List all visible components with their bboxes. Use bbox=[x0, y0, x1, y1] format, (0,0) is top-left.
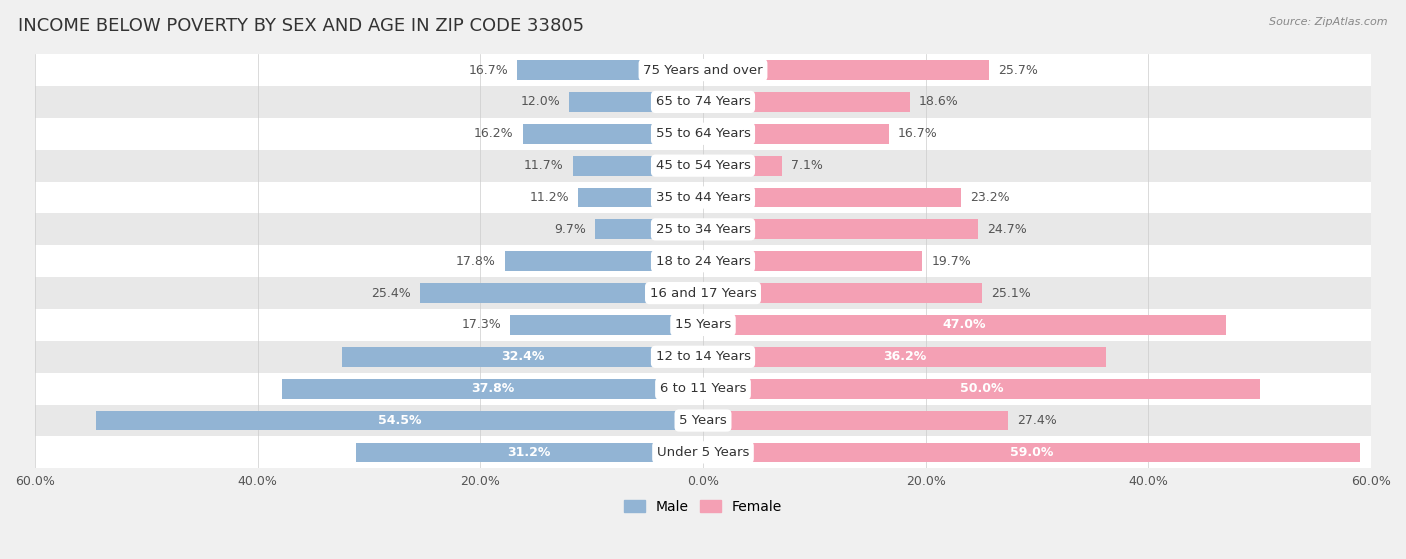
Text: 16 and 17 Years: 16 and 17 Years bbox=[650, 287, 756, 300]
Text: 65 to 74 Years: 65 to 74 Years bbox=[655, 96, 751, 108]
Bar bbox=[35, 341, 1371, 373]
Bar bbox=[703, 379, 1260, 399]
Text: INCOME BELOW POVERTY BY SEX AND AGE IN ZIP CODE 33805: INCOME BELOW POVERTY BY SEX AND AGE IN Z… bbox=[18, 17, 585, 35]
Text: 32.4%: 32.4% bbox=[501, 350, 544, 363]
Text: 35 to 44 Years: 35 to 44 Years bbox=[655, 191, 751, 204]
Bar bbox=[356, 443, 703, 462]
Text: 23.2%: 23.2% bbox=[970, 191, 1010, 204]
Bar bbox=[505, 252, 703, 271]
Text: 12 to 14 Years: 12 to 14 Years bbox=[655, 350, 751, 363]
Text: 16.7%: 16.7% bbox=[898, 127, 938, 140]
Bar bbox=[703, 252, 922, 271]
Bar bbox=[703, 283, 983, 303]
Text: 12.0%: 12.0% bbox=[520, 96, 561, 108]
Text: 7.1%: 7.1% bbox=[792, 159, 823, 172]
Bar bbox=[283, 379, 703, 399]
Text: 31.2%: 31.2% bbox=[508, 446, 551, 459]
Bar bbox=[703, 347, 1107, 367]
Bar bbox=[35, 405, 1371, 437]
Text: 47.0%: 47.0% bbox=[943, 319, 987, 331]
Bar bbox=[342, 347, 703, 367]
Bar bbox=[523, 124, 703, 144]
Bar bbox=[703, 315, 1226, 335]
Text: 11.7%: 11.7% bbox=[524, 159, 564, 172]
Bar bbox=[517, 60, 703, 80]
Text: 25.4%: 25.4% bbox=[371, 287, 412, 300]
Text: 5 Years: 5 Years bbox=[679, 414, 727, 427]
Bar bbox=[35, 277, 1371, 309]
Bar bbox=[96, 411, 703, 430]
Bar bbox=[703, 156, 782, 176]
Bar bbox=[703, 443, 1360, 462]
Text: 25.7%: 25.7% bbox=[998, 64, 1038, 77]
Text: Source: ZipAtlas.com: Source: ZipAtlas.com bbox=[1270, 17, 1388, 27]
Bar bbox=[703, 188, 962, 207]
Bar bbox=[35, 182, 1371, 214]
Bar bbox=[703, 411, 1008, 430]
Text: 36.2%: 36.2% bbox=[883, 350, 927, 363]
Bar bbox=[569, 92, 703, 112]
Bar bbox=[35, 373, 1371, 405]
Text: 25.1%: 25.1% bbox=[991, 287, 1031, 300]
Bar bbox=[703, 60, 990, 80]
Bar bbox=[35, 150, 1371, 182]
Bar bbox=[35, 86, 1371, 118]
Bar bbox=[572, 156, 703, 176]
Bar bbox=[35, 54, 1371, 86]
Text: 18 to 24 Years: 18 to 24 Years bbox=[655, 255, 751, 268]
Text: 18.6%: 18.6% bbox=[920, 96, 959, 108]
Legend: Male, Female: Male, Female bbox=[619, 494, 787, 519]
Bar bbox=[35, 214, 1371, 245]
Text: 11.2%: 11.2% bbox=[530, 191, 569, 204]
Text: 59.0%: 59.0% bbox=[1010, 446, 1053, 459]
Text: 45 to 54 Years: 45 to 54 Years bbox=[655, 159, 751, 172]
Bar bbox=[420, 283, 703, 303]
Text: 24.7%: 24.7% bbox=[987, 223, 1026, 236]
Bar bbox=[35, 437, 1371, 468]
Bar bbox=[595, 220, 703, 239]
Bar bbox=[578, 188, 703, 207]
Text: 9.7%: 9.7% bbox=[554, 223, 586, 236]
Text: 17.3%: 17.3% bbox=[461, 319, 502, 331]
Bar bbox=[703, 124, 889, 144]
Text: 16.2%: 16.2% bbox=[474, 127, 513, 140]
Text: Under 5 Years: Under 5 Years bbox=[657, 446, 749, 459]
Bar bbox=[510, 315, 703, 335]
Text: 37.8%: 37.8% bbox=[471, 382, 515, 395]
Text: 27.4%: 27.4% bbox=[1017, 414, 1057, 427]
Text: 19.7%: 19.7% bbox=[931, 255, 972, 268]
Bar bbox=[703, 92, 910, 112]
Bar bbox=[35, 245, 1371, 277]
Bar bbox=[35, 118, 1371, 150]
Text: 75 Years and over: 75 Years and over bbox=[643, 64, 763, 77]
Bar bbox=[703, 220, 979, 239]
Text: 17.8%: 17.8% bbox=[456, 255, 496, 268]
Bar bbox=[35, 309, 1371, 341]
Text: 6 to 11 Years: 6 to 11 Years bbox=[659, 382, 747, 395]
Text: 55 to 64 Years: 55 to 64 Years bbox=[655, 127, 751, 140]
Text: 15 Years: 15 Years bbox=[675, 319, 731, 331]
Text: 50.0%: 50.0% bbox=[960, 382, 1002, 395]
Text: 54.5%: 54.5% bbox=[378, 414, 422, 427]
Text: 25 to 34 Years: 25 to 34 Years bbox=[655, 223, 751, 236]
Text: 16.7%: 16.7% bbox=[468, 64, 508, 77]
